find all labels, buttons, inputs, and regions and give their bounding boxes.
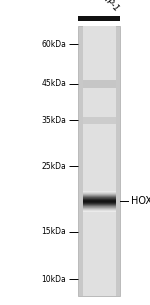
Bar <box>82 207 116 208</box>
Bar <box>82 208 116 209</box>
Bar <box>82 193 116 194</box>
Bar <box>82 210 116 211</box>
Bar <box>82 206 116 207</box>
Text: 15kDa: 15kDa <box>41 227 66 236</box>
Bar <box>82 204 116 205</box>
Bar <box>82 80 116 88</box>
Bar <box>82 195 116 196</box>
Text: 10kDa: 10kDa <box>41 274 66 284</box>
Bar <box>82 196 116 197</box>
Bar <box>82 199 116 200</box>
Bar <box>82 208 116 209</box>
Text: 60kDa: 60kDa <box>41 40 66 49</box>
Bar <box>82 194 116 195</box>
Bar <box>82 192 116 193</box>
Bar <box>82 210 116 211</box>
Bar <box>82 209 116 210</box>
Bar <box>82 196 116 197</box>
Bar <box>82 198 116 199</box>
Bar <box>82 191 116 192</box>
Text: THP-1: THP-1 <box>96 0 121 14</box>
Bar <box>82 117 116 124</box>
Bar <box>82 205 116 206</box>
Bar <box>82 206 116 207</box>
Bar <box>82 201 116 202</box>
Bar <box>82 197 116 198</box>
Bar <box>82 200 116 201</box>
Bar <box>82 192 116 193</box>
Bar <box>82 202 116 203</box>
Bar <box>82 203 116 204</box>
Text: 35kDa: 35kDa <box>41 116 66 125</box>
Bar <box>82 199 116 200</box>
Bar <box>82 195 116 196</box>
Bar <box>82 194 116 195</box>
Text: HOXA7: HOXA7 <box>130 196 150 206</box>
Bar <box>82 211 116 212</box>
Bar <box>82 193 116 194</box>
Bar <box>82 200 116 201</box>
Bar <box>82 198 116 199</box>
Bar <box>82 205 116 206</box>
Bar <box>82 209 116 210</box>
Bar <box>78 16 120 21</box>
Bar <box>82 201 116 202</box>
Bar <box>82 204 116 205</box>
Bar <box>78 26 120 296</box>
Bar <box>82 191 116 192</box>
Bar <box>82 197 116 198</box>
Text: 45kDa: 45kDa <box>41 79 66 88</box>
Text: 25kDa: 25kDa <box>41 162 66 171</box>
Bar <box>82 203 116 204</box>
Bar <box>82 26 116 296</box>
